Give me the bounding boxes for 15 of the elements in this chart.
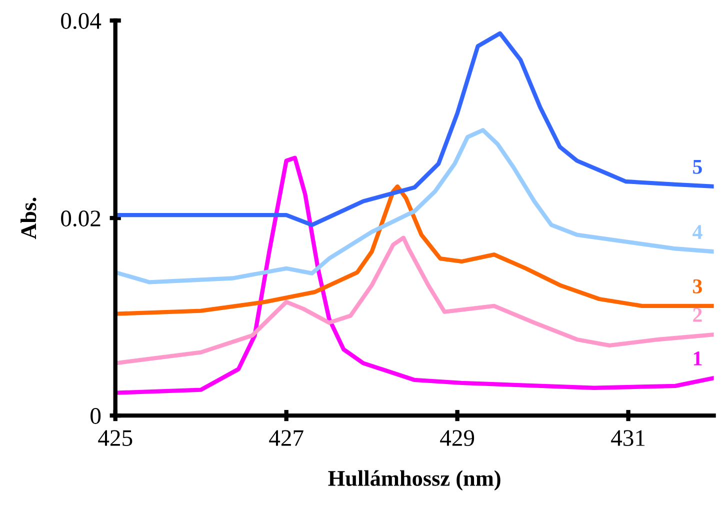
x-tick-label: 431	[611, 430, 645, 446]
y-tick-label: 0.04	[61, 13, 102, 30]
x-tick-label: 429	[440, 430, 474, 446]
series-label: 4	[692, 225, 702, 239]
series-label: 5	[693, 160, 702, 174]
line-series	[115, 156, 714, 395]
y-axis-title: Abs.	[20, 198, 36, 240]
series-label: 3	[693, 279, 702, 294]
y-tick-label: 0.02	[61, 210, 100, 227]
series-label: 2	[693, 308, 702, 322]
y-tick-label: 0	[90, 408, 101, 424]
x-axis-title: Hullámhossz (nm)	[328, 470, 500, 490]
x-tick-label: 425	[98, 430, 132, 446]
x-tick-label: 427	[269, 430, 304, 446]
series-label: 1	[694, 351, 702, 366]
